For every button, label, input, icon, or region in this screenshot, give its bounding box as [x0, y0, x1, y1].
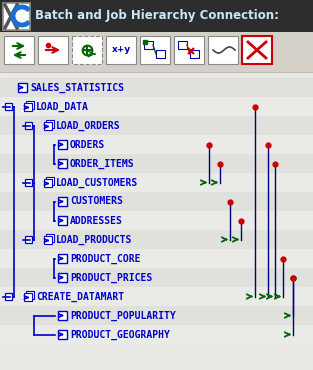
Bar	[0, 325, 313, 344]
Text: PRODUCT_PRICES: PRODUCT_PRICES	[70, 272, 152, 283]
Bar	[144, 41, 153, 49]
Text: ADDRESSES: ADDRESSES	[70, 215, 123, 225]
Bar	[0, 72, 313, 370]
Bar	[72, 36, 102, 64]
Bar	[44, 122, 52, 130]
Bar	[4, 103, 12, 110]
Bar	[0, 135, 313, 154]
Bar	[58, 159, 66, 168]
Text: LOAD_ORDERS: LOAD_ORDERS	[56, 120, 121, 131]
Bar	[44, 236, 52, 244]
Text: ORDERS: ORDERS	[70, 139, 105, 149]
Text: LOAD_CUSTOMERS: LOAD_CUSTOMERS	[56, 177, 138, 188]
Bar	[0, 0, 313, 32]
Bar	[140, 36, 170, 64]
Bar	[0, 173, 313, 192]
Bar	[242, 36, 272, 64]
Bar	[45, 120, 54, 128]
Bar	[4, 293, 12, 300]
Text: LOAD_PRODUCTS: LOAD_PRODUCTS	[56, 234, 132, 245]
Bar	[2, 2, 30, 30]
Bar	[0, 32, 313, 72]
Bar	[208, 36, 238, 64]
Bar	[58, 140, 66, 149]
Bar	[44, 179, 52, 187]
Bar	[190, 50, 199, 58]
Bar	[58, 273, 66, 282]
Bar	[58, 254, 66, 263]
Text: x+y: x+y	[111, 46, 131, 54]
Text: LOAD_DATA: LOAD_DATA	[36, 101, 89, 112]
Bar	[0, 230, 313, 249]
Bar	[45, 177, 54, 185]
Bar	[58, 197, 66, 206]
Bar	[38, 36, 68, 64]
Bar	[174, 36, 204, 64]
Text: PRODUCT_GEOGRAPHY: PRODUCT_GEOGRAPHY	[70, 329, 170, 340]
Bar	[0, 78, 313, 97]
Bar	[4, 36, 34, 64]
Bar	[45, 234, 54, 242]
Text: ORDER_ITEMS: ORDER_ITEMS	[70, 158, 135, 169]
Bar	[0, 268, 313, 287]
Bar	[23, 103, 32, 111]
Bar	[0, 97, 313, 116]
Bar	[0, 287, 313, 306]
Bar	[0, 249, 313, 268]
Bar	[156, 50, 165, 58]
Bar	[18, 83, 27, 92]
Bar	[58, 311, 66, 320]
Text: CUSTOMERS: CUSTOMERS	[70, 196, 123, 206]
Bar	[3, 3, 29, 29]
Bar	[0, 211, 313, 230]
Text: Batch and Job Hierarchy Connection:: Batch and Job Hierarchy Connection:	[35, 10, 279, 23]
Bar	[24, 236, 32, 243]
Text: SALES_STATISTICS: SALES_STATISTICS	[30, 83, 124, 92]
Bar	[24, 179, 32, 186]
Bar	[58, 330, 66, 339]
Bar	[24, 122, 32, 129]
Text: CREATE_DATAMART: CREATE_DATAMART	[36, 292, 124, 302]
Text: PRODUCT_CORE: PRODUCT_CORE	[70, 253, 141, 263]
Bar	[106, 36, 136, 64]
Bar	[23, 293, 32, 301]
Bar	[0, 306, 313, 325]
Text: PRODUCT_POPULARITY: PRODUCT_POPULARITY	[70, 310, 176, 321]
Bar	[0, 154, 313, 173]
Bar	[0, 116, 313, 135]
Bar	[58, 216, 66, 225]
Bar	[25, 101, 33, 109]
Bar	[25, 291, 33, 299]
Bar	[0, 192, 313, 211]
Bar	[178, 41, 187, 49]
